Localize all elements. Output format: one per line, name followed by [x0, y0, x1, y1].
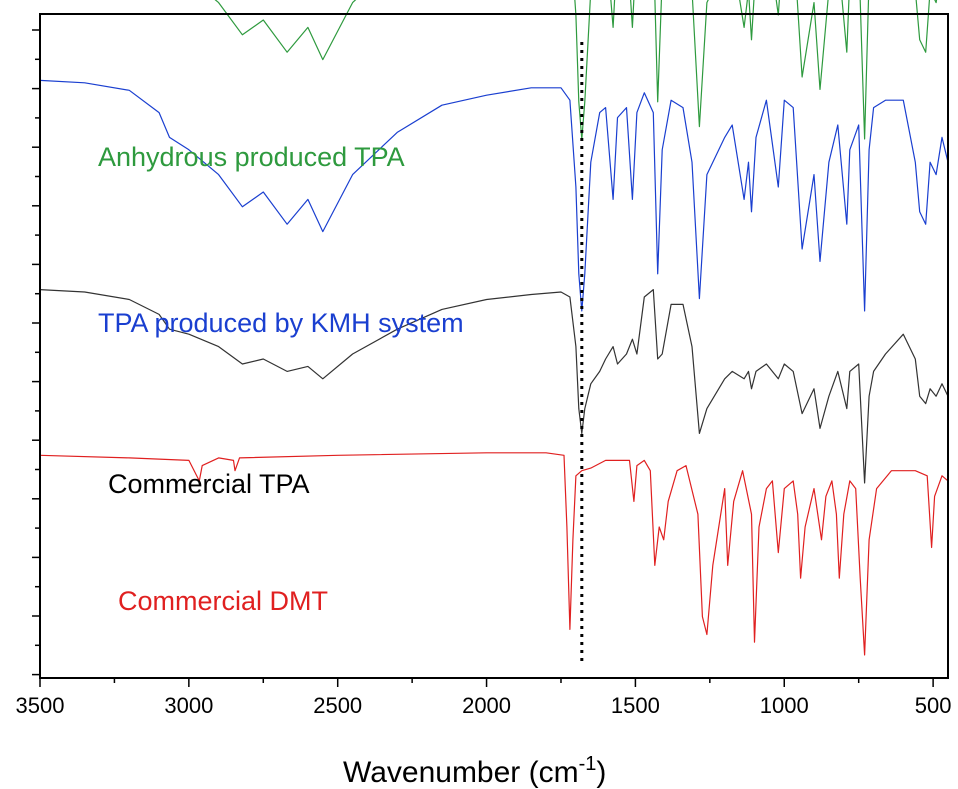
x-tick-label: 1000 [760, 693, 809, 718]
x-axis-title-end: ) [596, 756, 606, 789]
x-tick-label: 2000 [462, 693, 511, 718]
series-line-3 [39, 452, 949, 656]
series-label-commercial-tpa: Commercial TPA [108, 469, 310, 499]
series-label-kmh: TPA produced by KMH system [98, 308, 464, 338]
y-ticks [32, 29, 40, 676]
x-tick-label: 1500 [611, 693, 660, 718]
x-ticks: 3500 3000 2500 2000 1500 1000 500 [16, 678, 952, 718]
x-axis-title-main: Wavenumber (cm [343, 756, 579, 789]
x-tick-label: 3000 [164, 693, 213, 718]
series-label-anhydrous: Anhydrous produced TPA [98, 142, 405, 172]
series-line-1 [39, 79, 949, 312]
x-axis-title-superscript: -1 [579, 753, 597, 775]
series-label-commercial-dmt: Commercial DMT [118, 586, 328, 616]
series-layer [39, 0, 949, 656]
x-tick-label: 2500 [313, 693, 362, 718]
series-labels: Anhydrous produced TPA TPA produced by K… [98, 142, 464, 616]
x-tick-label: 500 [915, 693, 952, 718]
series-line-0 [214, 0, 938, 140]
plot-frame [39, 13, 949, 679]
x-axis-title: Wavenumber (cm-1) [343, 753, 606, 789]
x-tick-label: 3500 [16, 693, 65, 718]
series-line-2 [39, 289, 949, 484]
